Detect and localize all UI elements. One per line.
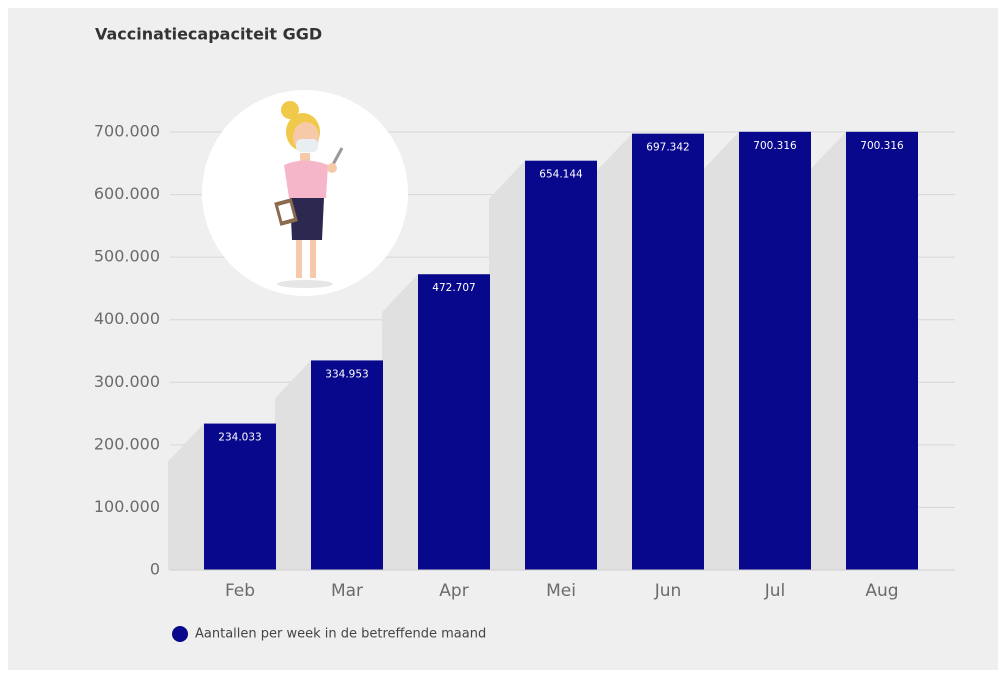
chart-title: Vaccinatiecapaciteit GGD bbox=[95, 25, 322, 44]
y-tick-label: 300.000 bbox=[94, 372, 160, 391]
skirt bbox=[290, 198, 324, 240]
bar bbox=[311, 360, 383, 570]
leg bbox=[310, 240, 316, 278]
x-tick-label: Mei bbox=[546, 581, 576, 601]
x-tick-label: Apr bbox=[439, 581, 468, 601]
bar-shadow bbox=[489, 160, 525, 570]
paper bbox=[278, 202, 294, 222]
x-tick-label: Mar bbox=[331, 581, 363, 601]
value-label: 234.033 bbox=[218, 432, 261, 444]
y-tick-label: 100.000 bbox=[94, 497, 160, 516]
hair-bun bbox=[281, 101, 299, 119]
bar bbox=[418, 274, 490, 570]
value-label: 700.316 bbox=[860, 140, 904, 152]
y-tick-label: 0 bbox=[150, 560, 160, 579]
value-label: 700.316 bbox=[753, 140, 797, 152]
hand bbox=[327, 163, 337, 173]
bar bbox=[525, 160, 597, 570]
bar bbox=[846, 131, 918, 570]
plot-area: 0 100.000 200.000 300.000 400.000 500.000 600.… bbox=[94, 122, 955, 601]
bar-shadow bbox=[168, 423, 204, 570]
value-label: 697.342 bbox=[646, 142, 689, 154]
y-tick-label: 400.000 bbox=[94, 309, 160, 328]
x-tick-label: Feb bbox=[225, 581, 255, 601]
legend-label: Aantallen per week in de betreffende maa… bbox=[195, 627, 486, 642]
bar-shadow bbox=[703, 131, 739, 570]
bar-shadow bbox=[810, 131, 846, 570]
bar-shadows bbox=[168, 131, 846, 570]
legend-marker bbox=[172, 626, 188, 642]
x-tick-label: Aug bbox=[865, 581, 898, 601]
bar bbox=[204, 423, 276, 570]
x-tick-label: Jun bbox=[654, 581, 682, 601]
y-tick-label: 500.000 bbox=[94, 247, 160, 266]
illustration bbox=[202, 90, 408, 296]
bar-shadow bbox=[275, 360, 311, 570]
mask bbox=[296, 139, 318, 152]
leg bbox=[296, 240, 302, 278]
blouse bbox=[284, 160, 328, 198]
value-label: 472.707 bbox=[432, 282, 475, 294]
neck bbox=[300, 153, 310, 163]
bar bbox=[632, 133, 704, 570]
value-label: 334.953 bbox=[325, 368, 368, 380]
x-tick-label: Jul bbox=[764, 581, 786, 601]
value-label: 654.144 bbox=[539, 169, 583, 181]
y-tick-label: 600.000 bbox=[94, 184, 160, 203]
illustration-shadow bbox=[277, 280, 333, 288]
bar-shadow bbox=[382, 274, 418, 570]
bar-shadow bbox=[596, 133, 632, 570]
bar bbox=[739, 131, 811, 570]
y-tick-label: 700.000 bbox=[94, 122, 160, 141]
y-tick-label: 200.000 bbox=[94, 434, 160, 453]
